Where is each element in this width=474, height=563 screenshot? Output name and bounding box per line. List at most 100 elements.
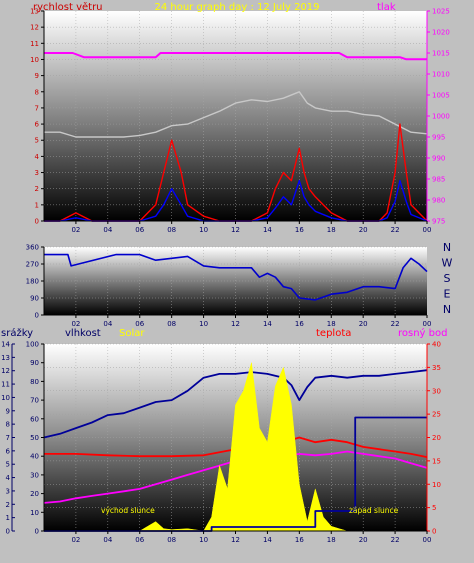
left-axis-label: rychlost větru — [33, 1, 103, 13]
x-tick-label: 04 — [103, 226, 112, 234]
y-tick-label-humidity: 90 — [30, 359, 39, 367]
y-tick-label-right: 990 — [432, 155, 445, 163]
y-tick-label-humidity: 80 — [30, 378, 39, 386]
y-tick-label-rain: 12 — [1, 367, 10, 375]
y-tick-label-left: 13 — [30, 8, 39, 16]
y-tick-label-humidity: 30 — [30, 471, 39, 479]
y-tick-label-left: 9 — [35, 72, 39, 80]
x-tick-label: 00 — [423, 320, 432, 328]
x-tick-label: 10 — [199, 226, 208, 234]
y-tick-label-left: 11 — [30, 40, 39, 48]
x-tick-label: 12 — [231, 536, 240, 544]
y-tick-label-right: 1020 — [432, 29, 450, 37]
y-tick-label-right: 985 — [432, 176, 445, 184]
x-tick-label: 00 — [423, 226, 432, 234]
x-tick-label: 02 — [71, 536, 80, 544]
y-tick-label-rain: 9 — [6, 407, 10, 415]
y-tick-label-humidity: 50 — [30, 434, 39, 442]
panel2-series-line-0 — [44, 253, 428, 301]
x-tick-label: 00 — [423, 536, 432, 544]
y-tick-label-humidity: 100 — [26, 341, 39, 349]
y-tick-label-rain: 14 — [1, 341, 10, 349]
y-tick-label-left: 2 — [35, 185, 39, 193]
y-tick-label-rain: 4 — [6, 474, 11, 482]
compass-label: N — [443, 303, 451, 316]
y-tick-label-right: 980 — [432, 197, 445, 205]
dewpoint-axis-label: rosný bod — [398, 327, 447, 339]
y-tick-label-temp: 15 — [432, 457, 441, 465]
humidity-axis-label: vlhkost — [65, 328, 101, 339]
solar-label: Solar — [119, 328, 145, 339]
x-tick-label: 18 — [327, 536, 336, 544]
y-tick-label-temp: 30 — [432, 387, 441, 395]
y-tick-label-temp: 40 — [432, 341, 441, 349]
x-tick-label: 08 — [167, 536, 176, 544]
x-tick-label: 18 — [327, 226, 336, 234]
y-tick-label-left: 4 — [35, 153, 40, 161]
x-tick-label: 16 — [295, 226, 304, 234]
y-tick-label-humidity: 40 — [30, 453, 39, 461]
y-tick-label-left: 0 — [35, 312, 39, 320]
y-tick-label-humidity: 20 — [30, 490, 39, 498]
y-tick-label-humidity: 60 — [30, 415, 39, 423]
x-tick-label: 04 — [103, 320, 112, 328]
compass-label: W — [442, 257, 453, 270]
x-tick-label: 14 — [263, 226, 272, 234]
y-tick-label-left: 270 — [26, 261, 39, 269]
x-tick-label: 08 — [167, 226, 176, 234]
y-tick-label-right: 1015 — [432, 50, 450, 58]
y-tick-label-temp: 5 — [432, 504, 436, 512]
y-tick-label-rain: 2 — [6, 501, 10, 509]
x-tick-label: 14 — [263, 536, 272, 544]
x-tick-label: 02 — [71, 320, 80, 328]
y-tick-label-left: 180 — [26, 278, 39, 286]
solar-area — [138, 362, 348, 532]
y-tick-label-right: 1010 — [432, 71, 450, 79]
y-tick-label-left: 360 — [26, 244, 39, 252]
y-tick-label-temp: 20 — [432, 434, 441, 442]
y-tick-label-temp: 35 — [432, 364, 441, 372]
chart-title: 24 hour graph day : 12 July 2019 — [154, 2, 319, 13]
y-tick-label-right: 1005 — [432, 92, 450, 100]
y-tick-label-humidity: 70 — [30, 397, 39, 405]
rain-axis-label: srážky — [1, 327, 33, 339]
x-tick-label: 08 — [167, 320, 176, 328]
y-tick-label-left: 6 — [35, 121, 40, 129]
x-tick-label: 10 — [199, 320, 208, 328]
y-tick-label-temp: 25 — [432, 411, 441, 419]
y-tick-label-rain: 5 — [6, 461, 10, 469]
y-tick-label-left: 3 — [35, 169, 39, 177]
y-tick-label-rain: 13 — [1, 354, 10, 362]
x-tick-label: 18 — [327, 320, 336, 328]
y-tick-label-right: 995 — [432, 134, 445, 142]
x-tick-label: 06 — [135, 226, 144, 234]
y-tick-label-right: 1025 — [432, 8, 450, 16]
x-tick-label: 16 — [295, 320, 304, 328]
panel3-series-line-4 — [44, 416, 427, 532]
x-tick-label: 02 — [71, 226, 80, 234]
y-tick-label-rain: 7 — [6, 434, 10, 442]
x-tick-label: 20 — [359, 536, 368, 544]
y-tick-label-rain: 10 — [1, 394, 10, 402]
y-tick-label-left: 5 — [35, 137, 39, 145]
x-tick-label: 22 — [391, 536, 400, 544]
x-tick-label: 20 — [359, 226, 368, 234]
x-tick-label: 12 — [231, 226, 240, 234]
x-tick-label: 06 — [135, 320, 144, 328]
compass-label: E — [444, 288, 451, 301]
y-tick-label-left: 12 — [30, 24, 39, 32]
x-tick-label: 20 — [359, 320, 368, 328]
y-tick-label-left: 7 — [35, 104, 39, 112]
y-tick-label-rain: 8 — [6, 421, 10, 429]
x-tick-label: 12 — [231, 320, 240, 328]
sunrise-annotation: východ slunce — [101, 506, 155, 515]
y-tick-label-left: 1 — [35, 201, 39, 209]
x-tick-label: 10 — [199, 536, 208, 544]
y-tick-label-temp: 0 — [432, 528, 436, 536]
compass-label: N — [443, 241, 451, 254]
y-tick-label-rain: 0 — [6, 528, 10, 536]
x-tick-label: 06 — [135, 536, 144, 544]
y-tick-label-rain: 1 — [6, 514, 10, 522]
